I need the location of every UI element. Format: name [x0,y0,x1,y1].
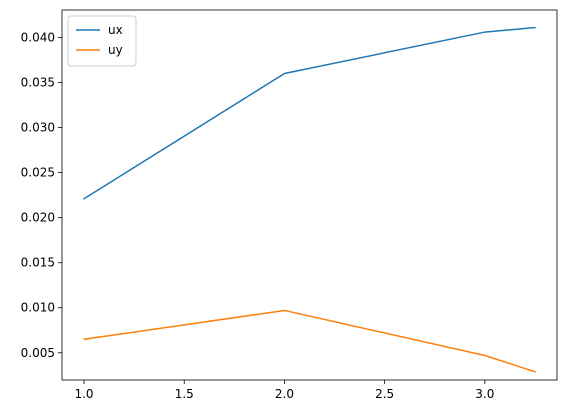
legend-box [67,15,137,67]
y-tick-label: 0.040 [21,30,55,44]
x-tick-label: 1.0 [74,387,93,401]
y-tick-label: 0.030 [21,121,55,135]
series-line-ux [83,26,536,200]
series-line-uy [83,309,536,373]
x-axis: 1.0 1.5 2.0 2.5 3.0 [74,380,494,401]
legend-label-ux: ux [108,23,123,37]
y-tick-label: 0.015 [21,256,55,270]
y-tick-label: 0.025 [21,166,55,180]
x-tick-label: 1.5 [175,387,194,401]
x-tick-label: 2.5 [375,387,394,401]
legend-label-uy: uy [108,43,123,57]
y-tick-label: 0.035 [21,76,55,90]
legend: ux uy [67,15,137,67]
y-axis: 0.005 0.010 0.015 0.020 0.025 0.030 0.035 0.040 [21,30,62,360]
y-tick-label: 0.020 [21,211,55,225]
series-layer [83,26,536,373]
plot-frame [61,9,558,381]
x-tick-label: 2.0 [275,387,294,401]
y-tick-label: 0.010 [21,301,55,315]
x-tick-label: 3.0 [475,387,494,401]
y-tick-label: 0.005 [21,346,55,360]
